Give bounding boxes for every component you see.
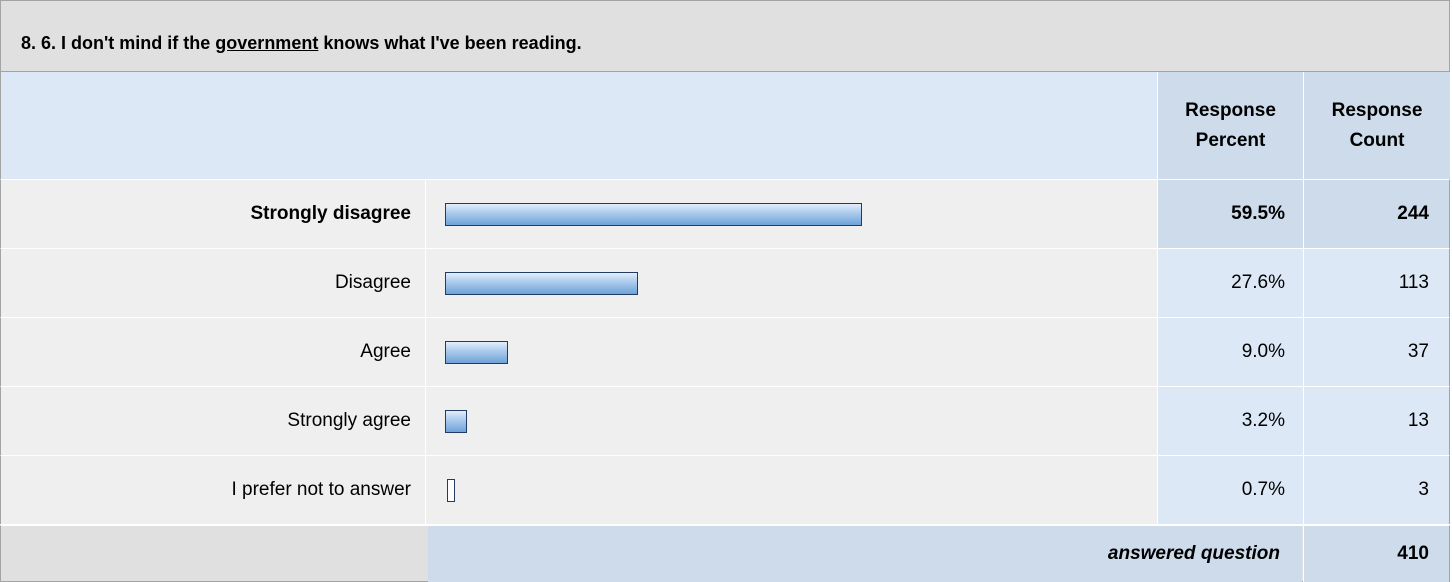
table-footer: answered question 410: [0, 525, 1450, 582]
question-prefix: 8. 6. I don't mind if the: [21, 33, 216, 53]
table-row: Strongly agree 3.2% 13: [0, 386, 1450, 455]
response-count: 244: [1303, 180, 1449, 248]
answered-question-total: 410: [1303, 526, 1449, 582]
response-percent: 9.0%: [1157, 318, 1303, 386]
bar-area: [428, 387, 1156, 455]
percent-header-line1: Response: [1185, 99, 1276, 121]
bar-area: [428, 180, 1156, 248]
count-header-line2: Count: [1349, 129, 1405, 151]
question-suffix: knows what I've been reading.: [318, 33, 582, 53]
bar: [445, 272, 638, 295]
bar-area: [428, 456, 1156, 524]
table-row: Agree 9.0% 37: [0, 317, 1450, 386]
row-label: Strongly agree: [1, 387, 426, 455]
bar: [445, 203, 862, 226]
table-row: Disagree 27.6% 113: [0, 248, 1450, 317]
row-label: Disagree: [1, 249, 426, 317]
bar-area: [428, 249, 1156, 317]
percent-header-line2: Percent: [1195, 129, 1266, 151]
response-count: 113: [1303, 249, 1449, 317]
bar: [445, 341, 508, 364]
response-percent: 0.7%: [1157, 456, 1303, 524]
row-label: Agree: [1, 318, 426, 386]
table-row: Strongly disagree 59.5% 244: [0, 179, 1450, 248]
bar: [445, 410, 467, 433]
bar: [447, 479, 455, 502]
response-percent: 27.6%: [1157, 249, 1303, 317]
question-underlined-word: government: [215, 33, 319, 53]
row-label: Strongly disagree: [1, 180, 426, 248]
bar-area: [428, 318, 1156, 386]
response-percent: 59.5%: [1157, 180, 1303, 248]
count-header-line1: Response: [1331, 99, 1423, 121]
response-count: 13: [1303, 387, 1449, 455]
response-count-header: Response Count: [1303, 72, 1450, 179]
response-count: 37: [1303, 318, 1449, 386]
response-percent-header: Response Percent: [1157, 72, 1303, 179]
question-title: 8. 6. I don't mind if the government kno…: [0, 0, 1450, 72]
response-count: 3: [1303, 456, 1449, 524]
row-label: I prefer not to answer: [1, 456, 426, 524]
table-row: I prefer not to answer 0.7% 3: [0, 455, 1450, 524]
answered-question-label: answered question: [428, 526, 1302, 582]
response-percent: 3.2%: [1157, 387, 1303, 455]
table-header: Response Percent Response Count: [0, 72, 1450, 179]
